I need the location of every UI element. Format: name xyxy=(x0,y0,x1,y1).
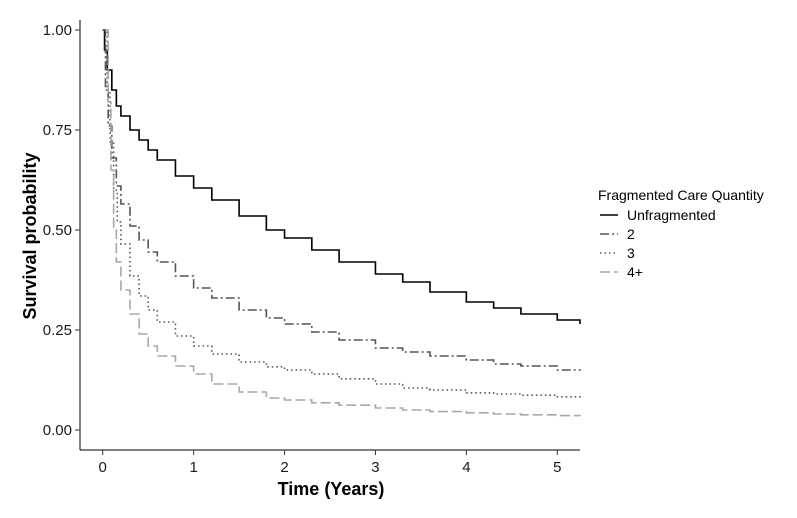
legend-label-2: 2 xyxy=(627,226,635,242)
legend-label-3: 3 xyxy=(627,245,635,261)
axes xyxy=(79,20,580,451)
series-line-1 xyxy=(102,29,581,324)
y-ticks: 0.00 0.25 0.50 0.75 1.00 xyxy=(43,22,80,439)
x-tick-label: 3 xyxy=(371,459,379,476)
x-axis-title: Time (Years) xyxy=(278,479,385,499)
x-ticks: 0 1 2 3 4 5 xyxy=(99,450,561,476)
x-tick-label: 2 xyxy=(280,459,288,476)
y-tick-label: 0.00 xyxy=(43,422,72,439)
x-tick-label: 0 xyxy=(99,459,107,476)
series-line-2 xyxy=(102,29,581,371)
legend: Fragmented Care Quantity Unfragmented 2 3 4… xyxy=(598,187,764,280)
x-tick-label: 1 xyxy=(189,459,197,476)
legend-label-4: 4+ xyxy=(627,264,643,280)
y-axis-title: Survival probability xyxy=(20,152,40,319)
y-tick-label: 0.75 xyxy=(43,122,72,139)
plot-area xyxy=(102,29,581,417)
y-tick-label: 1.00 xyxy=(43,22,72,39)
series-line-3 xyxy=(104,29,581,398)
y-tick-label: 0.50 xyxy=(43,222,72,239)
x-tick-label: 4 xyxy=(462,459,470,476)
series-line-4 xyxy=(105,29,581,417)
x-tick-label: 5 xyxy=(553,459,561,476)
legend-title: Fragmented Care Quantity xyxy=(598,187,764,203)
y-tick-label: 0.25 xyxy=(43,322,72,339)
legend-label-1: Unfragmented xyxy=(627,207,716,223)
